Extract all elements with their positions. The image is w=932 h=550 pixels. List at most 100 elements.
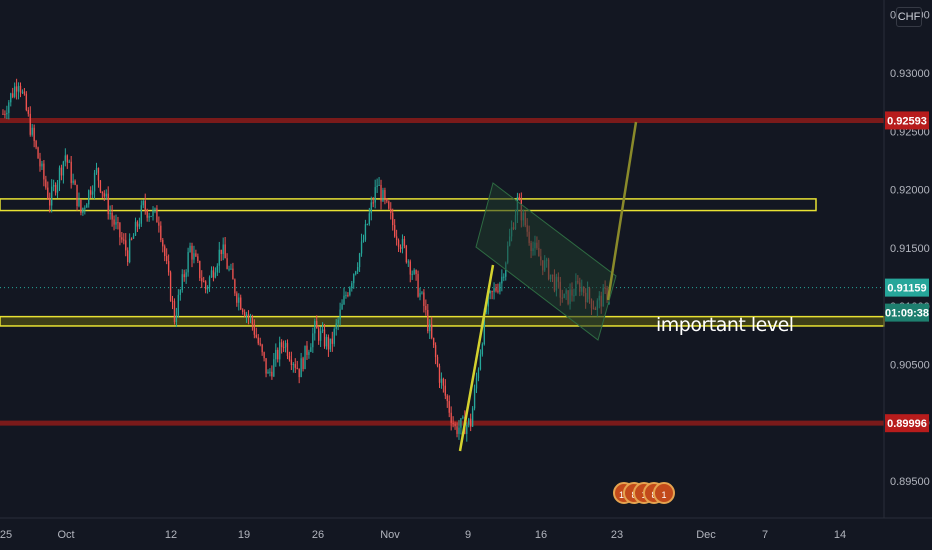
candle-body — [438, 366, 441, 383]
candle-body — [212, 270, 215, 278]
candle-body — [10, 93, 12, 103]
candle-body — [249, 316, 252, 318]
candle-body — [171, 300, 174, 302]
candle-body — [382, 190, 384, 202]
candle-body — [263, 352, 265, 359]
candle-body — [206, 287, 209, 290]
candle-body — [316, 321, 318, 329]
candle-body — [195, 253, 197, 257]
candle-body — [296, 367, 298, 369]
candle-body — [466, 424, 468, 434]
candle-body — [35, 141, 37, 148]
candle-body — [214, 272, 217, 278]
candle-body — [491, 291, 493, 293]
candle-body — [343, 295, 345, 305]
x-tick-label: 19 — [238, 529, 250, 541]
candle-body — [310, 347, 312, 352]
currency-label[interactable]: CHF — [896, 7, 922, 27]
candle-body — [469, 418, 472, 427]
important-level-annotation: important level — [656, 314, 794, 336]
x-axis[interactable]: 25 Oct 12 19 26 Nov 9 16 23 Dec 7 14 — [0, 529, 846, 541]
candle-body — [456, 426, 458, 434]
y-tick-label: 0.90500 — [890, 359, 930, 371]
candle-body — [403, 238, 406, 246]
candle-body — [386, 198, 388, 202]
candle-body — [304, 345, 306, 370]
candle-body — [127, 250, 129, 263]
event-icon[interactable]: 1 — [653, 482, 675, 504]
upper-red-price-tag: 0.92593 — [887, 115, 927, 127]
candle-body — [409, 261, 411, 275]
candle-body — [84, 207, 86, 209]
plot-area[interactable] — [0, 0, 884, 518]
candle-body — [335, 323, 337, 329]
candle-body — [355, 271, 357, 275]
candle-body — [489, 291, 491, 294]
candle-body — [238, 297, 240, 303]
candle-body — [325, 337, 328, 347]
candle-body — [158, 222, 160, 226]
candle-body — [390, 208, 392, 214]
projection-line — [606, 121, 638, 301]
candle-body — [164, 246, 166, 257]
candle-body — [362, 239, 365, 242]
candle-body — [417, 274, 419, 297]
candle-body — [360, 241, 363, 254]
candle-body — [473, 388, 476, 409]
candle-body — [72, 180, 74, 183]
candle-body — [401, 238, 404, 250]
candle-body — [187, 252, 189, 273]
candle-body — [366, 224, 369, 226]
candle-body — [144, 200, 146, 211]
candle-body — [499, 283, 501, 292]
candle-body — [423, 292, 425, 306]
descending-channel — [475, 182, 617, 341]
candle-body — [431, 324, 433, 338]
x-tick-label: 23 — [611, 529, 623, 541]
candle-body — [280, 342, 283, 348]
candle-body — [160, 225, 162, 240]
candle-body — [353, 274, 355, 284]
x-tick-label: 7 — [762, 529, 768, 541]
last-price-tag-bg — [885, 278, 929, 297]
candle-body — [440, 378, 443, 383]
candle-body — [345, 295, 347, 297]
candle-body — [47, 187, 49, 199]
candle-body — [74, 180, 76, 185]
candle-body — [380, 185, 382, 202]
candle-body — [261, 344, 263, 353]
candle-body — [458, 427, 460, 434]
candle-body — [279, 342, 281, 360]
candle-body — [460, 418, 462, 428]
candle-body — [162, 239, 164, 247]
candle-body — [37, 147, 39, 159]
candle-body — [203, 281, 205, 283]
candle-body — [56, 183, 59, 193]
candle-body — [277, 349, 279, 360]
candle-body — [140, 205, 143, 224]
candle-body — [76, 184, 78, 207]
candle-body — [136, 221, 139, 227]
candle-body — [31, 127, 33, 135]
candle-body — [97, 168, 100, 181]
candle-body — [86, 204, 88, 208]
candle-body — [228, 268, 230, 270]
candle-body — [395, 236, 398, 241]
candle-body — [339, 309, 341, 320]
candle-body — [269, 371, 271, 373]
candle-body — [234, 279, 236, 294]
candle-body — [128, 238, 131, 263]
candle-body — [302, 358, 304, 370]
candle-body — [208, 277, 211, 288]
candle-body — [156, 208, 158, 223]
candle-body — [60, 167, 63, 176]
candle-body — [259, 343, 261, 345]
candle-body — [397, 240, 400, 247]
candle-body — [64, 155, 67, 162]
candle-body — [148, 216, 150, 218]
candle-body — [368, 213, 371, 225]
candle-body — [493, 288, 495, 292]
candle-body — [109, 212, 111, 215]
candle-body — [197, 256, 199, 262]
